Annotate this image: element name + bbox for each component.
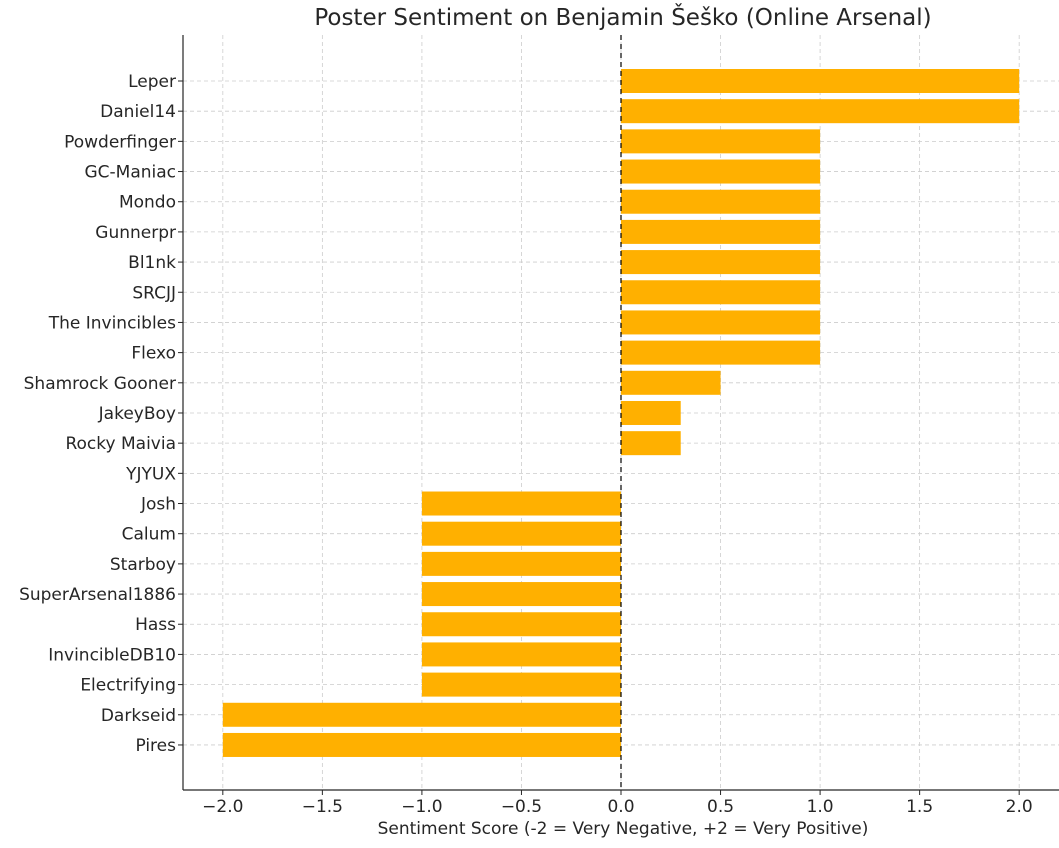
category-label: YJYUX: [125, 464, 176, 484]
x-tick-label: 1.0: [807, 797, 834, 817]
category-label: Mondo: [119, 193, 176, 213]
category-label: Shamrock Gooner: [24, 374, 176, 394]
x-tick-label: −2.0: [202, 797, 243, 817]
bar: [621, 69, 1020, 93]
category-label: Calum: [122, 525, 176, 545]
category-label: Daniel14: [100, 102, 176, 122]
bar: [621, 310, 821, 335]
x-tick-label: 0.0: [607, 797, 634, 817]
bar: [621, 280, 821, 305]
bar: [421, 672, 621, 697]
bar: [421, 521, 621, 546]
bar: [621, 219, 821, 244]
x-tick-label: 2.0: [1006, 797, 1033, 817]
category-label: JakeyBoy: [98, 404, 176, 424]
category-label: Josh: [140, 495, 176, 515]
chart-title: Poster Sentiment on Benjamin Šeško (Onli…: [314, 3, 931, 31]
x-tick-labels: −2.0 −1.5 −1.0 −0.5 0.0 0.5 1.0 1.5 2.0: [202, 797, 1033, 817]
x-axis-label: Sentiment Score (-2 = Very Negative, +2 …: [378, 819, 869, 839]
bar: [222, 732, 621, 757]
bar: [421, 551, 621, 576]
category-label: Leper: [128, 72, 176, 92]
category-label: Electrifying: [80, 676, 176, 696]
x-tick-label: −1.5: [302, 797, 343, 817]
category-label: Bl1nk: [128, 253, 176, 273]
bar: [621, 99, 1020, 124]
category-label: InvincibleDB10: [48, 645, 176, 665]
bar: [421, 612, 621, 637]
category-label: Starboy: [110, 555, 176, 575]
bar: [621, 129, 821, 154]
bar: [621, 340, 821, 365]
category-label: Darkseid: [101, 706, 176, 726]
bar-layer: [222, 69, 1020, 757]
category-label: The Invincibles: [48, 313, 176, 333]
category-label: Gunnerpr: [95, 223, 176, 243]
bar: [421, 582, 621, 607]
x-tick-label: −0.5: [501, 797, 542, 817]
category-label: Hass: [135, 615, 176, 635]
x-tick-label: −1.0: [401, 797, 442, 817]
bar: [621, 159, 821, 184]
x-tick-label: 0.5: [707, 797, 734, 817]
bar: [621, 400, 681, 425]
category-label: Powderfinger: [64, 132, 176, 152]
bar: [621, 250, 821, 275]
category-label: Pires: [135, 736, 176, 756]
category-label: GC-Maniac: [84, 163, 176, 183]
bar: [421, 491, 621, 516]
category-labels: Leper Daniel14 Powderfinger GC-Maniac Mondo G…: [19, 72, 176, 756]
axis-layer: [178, 35, 1059, 795]
bar: [621, 370, 721, 395]
category-label: Flexo: [131, 344, 176, 364]
bar: [621, 431, 681, 456]
bar: [621, 189, 821, 214]
bar: [421, 642, 621, 667]
category-label: SRCJJ: [132, 283, 176, 303]
x-tick-label: 1.5: [906, 797, 933, 817]
bar: [222, 702, 621, 727]
category-label: Rocky Maivia: [65, 434, 176, 454]
category-label: SuperArsenal1886: [19, 585, 176, 605]
